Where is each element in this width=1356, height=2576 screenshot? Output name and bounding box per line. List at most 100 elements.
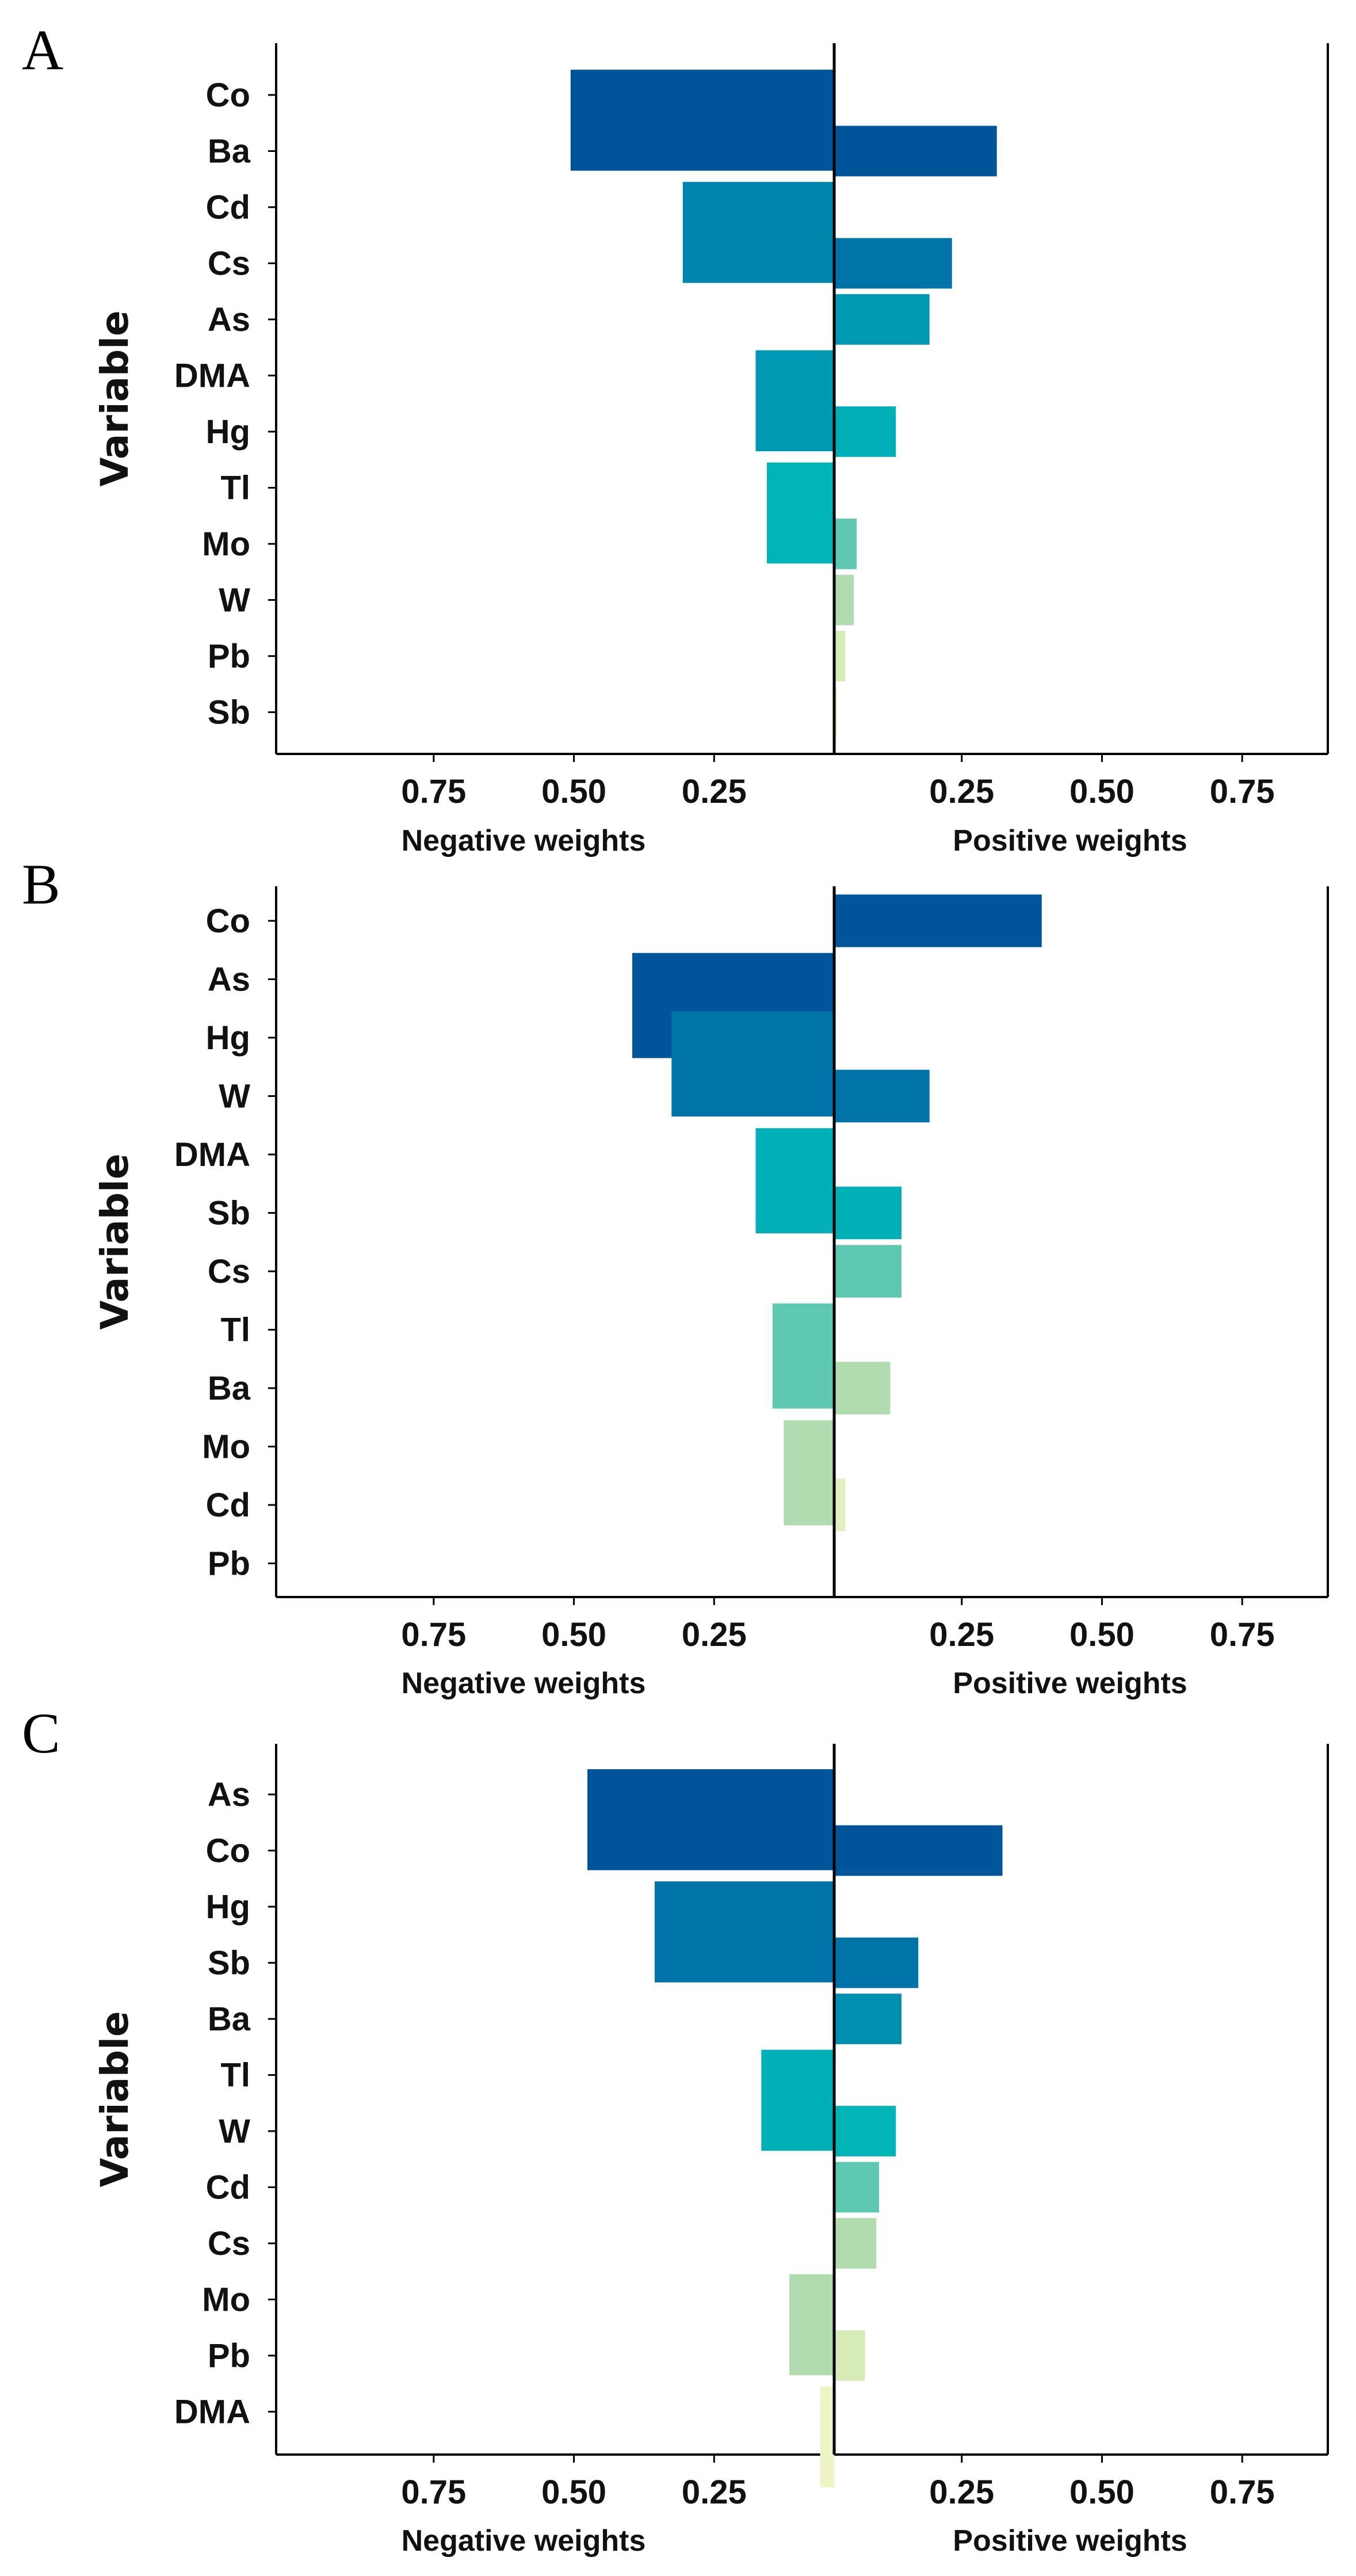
bar-mo (834, 519, 857, 569)
category-label-ba: Ba (208, 1370, 251, 1407)
panel-C: C As Co Hg Sb Ba Tl W Cd Cs Mo Pb DMA 0.75 0.50 0.25 0.2… (22, 1701, 1329, 2558)
bar-cs (834, 1245, 902, 1298)
x-tick-label-negative: 0.75 (401, 2474, 466, 2511)
bar-w (834, 1069, 930, 1123)
category-label-tl: Tl (220, 1312, 250, 1349)
category-label-as: As (208, 301, 250, 338)
category-label-as: As (208, 961, 250, 999)
category-label-w: W (219, 2113, 250, 2150)
x-tick-label-positive: 0.75 (1210, 2474, 1275, 2511)
category-label-cd: Cd (206, 2169, 250, 2207)
bar-pb (834, 2330, 865, 2381)
bar-dma (820, 2386, 834, 2488)
category-label-cs: Cs (208, 1253, 250, 1290)
category-label-ba: Ba (208, 2000, 251, 2038)
bar-tl (761, 2049, 834, 2151)
category-label-pb: Pb (208, 638, 250, 675)
x-tick-label-negative: 0.25 (682, 773, 747, 810)
bar-ba (834, 125, 997, 177)
bar-dma (755, 350, 834, 452)
category-label-dma: DMA (174, 357, 250, 395)
panel-letter: A (22, 18, 63, 82)
category-label-cd: Cd (206, 189, 250, 226)
category-label-cd: Cd (206, 1487, 250, 1524)
category-label-sb: Sb (208, 694, 250, 731)
category-label-sb: Sb (208, 1945, 250, 1982)
category-label-hg: Hg (206, 1888, 250, 1926)
category-label-mo: Mo (202, 1428, 250, 1466)
category-label-tl: Tl (220, 470, 250, 507)
x-tick-label-negative: 0.75 (401, 1616, 466, 1653)
category-label-dma: DMA (174, 2394, 250, 2431)
bar-tl (767, 462, 834, 564)
x-tick-label-negative: 0.75 (401, 773, 466, 810)
panel-letter: B (22, 852, 60, 916)
x-tick-label-negative: 0.25 (682, 1616, 747, 1653)
category-label-tl: Tl (220, 2057, 250, 2094)
x-tick-label-positive: 0.25 (929, 1616, 994, 1653)
x-axis-title-negative: Negative weights (402, 2524, 646, 2558)
category-label-cs: Cs (208, 2225, 250, 2262)
bar-hg (834, 406, 896, 457)
x-tick-label-positive: 0.50 (1069, 773, 1135, 810)
category-label-co: Co (206, 1832, 250, 1870)
panel-A: A Co Ba Cd Cs As DMA Hg Tl Mo W Pb Sb 0.75 0.50 0.25 0.2… (22, 18, 1329, 858)
panel-letter: C (22, 1701, 60, 1765)
bar-w (834, 574, 854, 626)
bar-hg (671, 1011, 834, 1116)
category-label-w: W (219, 582, 250, 619)
x-tick-label-positive: 0.25 (929, 773, 994, 810)
x-axis-title-negative: Negative weights (402, 1667, 646, 1700)
x-tick-label-positive: 0.75 (1210, 773, 1275, 810)
x-tick-label-negative: 0.50 (541, 1616, 606, 1653)
panel-B: B Co As Hg W DMA Sb Cs Tl Ba Mo Cd Pb 0.75 0.50 0.25 0.2… (22, 852, 1329, 1700)
bar-mo (789, 2274, 834, 2376)
category-label-as: As (208, 1776, 250, 1813)
category-label-co: Co (206, 77, 250, 114)
category-label-dma: DMA (174, 1136, 250, 1173)
bar-hg (655, 1881, 834, 1983)
bar-co (834, 1825, 1003, 1876)
x-tick-label-positive: 0.75 (1210, 1616, 1275, 1653)
bar-cd (834, 2162, 879, 2213)
category-label-hg: Hg (206, 413, 250, 451)
y-axis-title: Variable (93, 1153, 137, 1329)
category-label-sb: Sb (208, 1195, 250, 1232)
bar-sb (834, 1186, 902, 1240)
bar-w (834, 2106, 896, 2156)
bar-tl (772, 1303, 834, 1409)
category-label-pb: Pb (208, 1545, 250, 1583)
bar-mo (784, 1420, 834, 1526)
x-tick-label-negative: 0.50 (541, 773, 606, 810)
bar-cd (834, 1478, 846, 1531)
category-label-ba: Ba (208, 133, 251, 170)
category-label-w: W (219, 1078, 250, 1115)
category-label-cs: Cs (208, 245, 250, 283)
bar-ba (834, 1362, 891, 1415)
bar-pb (834, 631, 846, 681)
bar-co (570, 70, 834, 171)
category-label-mo: Mo (202, 525, 250, 563)
category-label-pb: Pb (208, 2337, 250, 2375)
category-label-co: Co (206, 902, 250, 940)
bar-as (834, 294, 930, 345)
bar-ba (834, 1994, 902, 2044)
x-tick-label-positive: 0.50 (1069, 2474, 1135, 2511)
x-tick-label-negative: 0.50 (541, 2474, 606, 2511)
x-tick-label-positive: 0.50 (1069, 1616, 1135, 1653)
category-label-mo: Mo (202, 2281, 250, 2319)
x-axis-title-positive: Positive weights (953, 2524, 1187, 2558)
category-label-hg: Hg (206, 1019, 250, 1057)
y-axis-title: Variable (93, 2011, 137, 2187)
bar-sb (834, 1937, 919, 1988)
bar-cd (682, 182, 834, 283)
x-axis-title-positive: Positive weights (953, 1667, 1187, 1700)
bar-as (587, 1769, 834, 1870)
x-axis-title-positive: Positive weights (953, 824, 1187, 858)
x-tick-label-positive: 0.25 (929, 2474, 994, 2511)
bar-cs (834, 2218, 877, 2269)
bar-cs (834, 238, 952, 289)
x-axis-title-negative: Negative weights (402, 824, 646, 858)
bar-co (834, 894, 1042, 947)
